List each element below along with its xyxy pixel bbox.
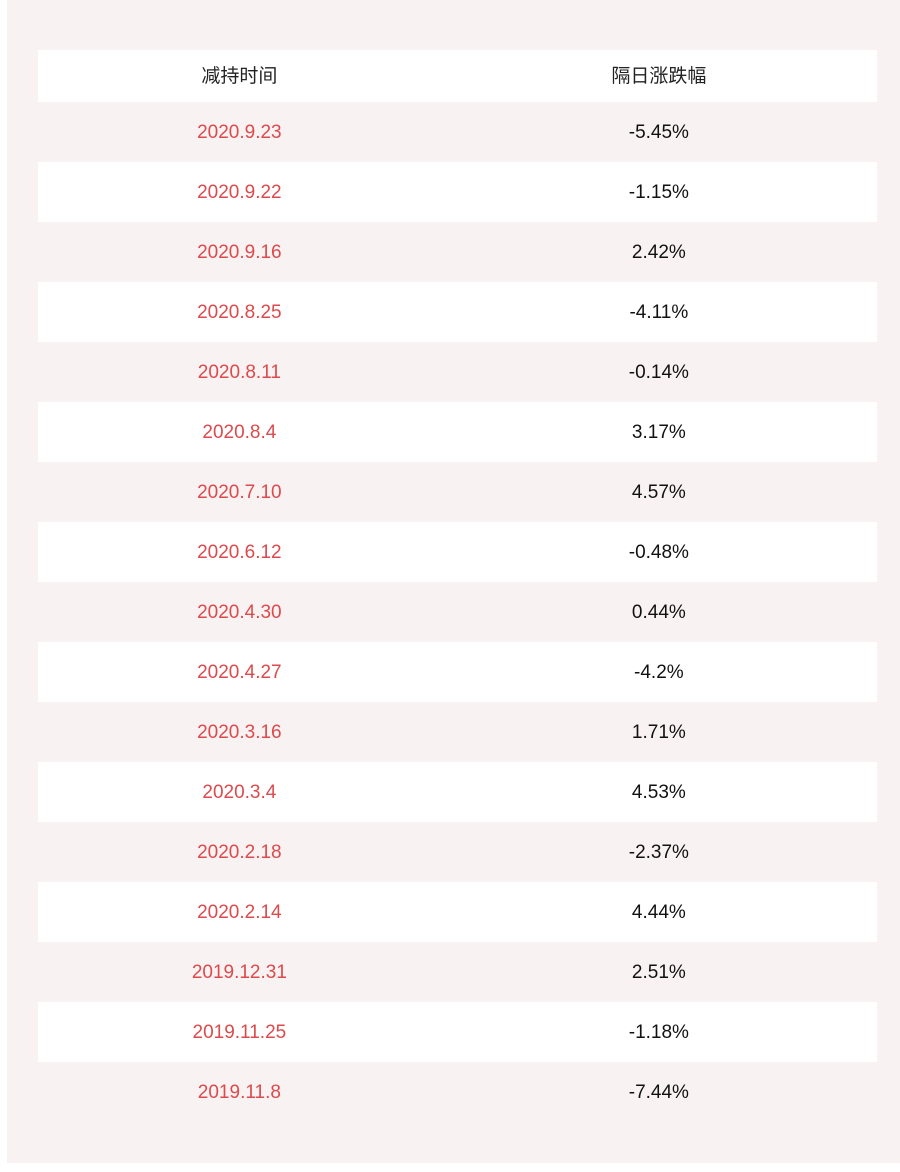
table-row: 2020.4.30 0.44% [38,582,877,642]
change-cell: -4.11% [629,301,689,323]
change-cell: -4.2% [634,661,684,683]
column-header-reduction-date: 减持时间 [201,65,278,87]
date-cell: 2019.11.25 [192,1021,287,1043]
change-cell: 1.71% [631,721,686,743]
table-row: 2020.8.25 -4.11% [38,282,877,342]
table-row: 2020.8.11 -0.14% [38,342,877,402]
change-cell: -1.18% [628,1021,689,1043]
change-cell: 3.17% [631,421,686,443]
table-row: 2020.6.12 -0.48% [38,522,877,582]
date-cell: 2020.8.4 [202,421,277,443]
table-row: 2020.2.18 -2.37% [38,822,877,882]
table-body: 2020.9.23 -5.45% 2020.9.22 -1.15% 2020.9… [38,102,877,1122]
date-cell: 2020.9.16 [197,241,282,263]
change-cell: -0.48% [628,541,689,563]
table-row: 2020.9.23 -5.45% [38,102,877,162]
date-cell: 2020.3.4 [202,781,277,803]
table-row: 2020.3.16 1.71% [38,702,877,762]
table-row: 2020.7.10 4.57% [38,462,877,522]
date-cell: 2020.7.10 [197,481,282,503]
change-cell: 0.44% [631,601,686,623]
table-row: 2020.9.16 2.42% [38,222,877,282]
table-row: 2020.4.27 -4.2% [38,642,877,702]
date-cell: 2020.2.14 [197,901,282,923]
date-cell: 2020.9.22 [197,181,282,203]
date-cell: 2020.4.27 [197,661,282,683]
change-cell: 2.51% [631,961,686,983]
date-cell: 2020.8.25 [197,301,282,323]
date-cell: 2020.8.11 [197,361,281,383]
date-cell: 2019.11.8 [197,1081,281,1103]
date-cell: 2019.12.31 [191,961,287,983]
reduction-history-table: 减持时间 隔日涨跌幅 2020.9.23 -5.45% 2020.9.22 -1… [38,50,877,1122]
change-cell: 4.57% [631,481,686,503]
change-cell: -7.44% [628,1081,689,1103]
column-header-next-day-change: 隔日涨跌幅 [611,65,707,87]
date-cell: 2020.3.16 [197,721,282,743]
change-cell: 2.42% [631,241,686,263]
change-cell: -1.15% [628,181,689,203]
table-row: 2019.12.31 2.51% [38,942,877,1002]
date-cell: 2020.9.23 [197,121,282,143]
date-cell: 2020.2.18 [197,841,282,863]
change-cell: -5.45% [628,121,689,143]
table-row: 2020.8.4 3.17% [38,402,877,462]
table-row: 2019.11.8 -7.44% [38,1062,877,1122]
change-cell: 4.44% [631,901,686,923]
change-cell: -2.37% [628,841,689,863]
change-cell: 4.53% [631,781,686,803]
date-cell: 2020.4.30 [197,601,282,623]
table-row: 2020.3.4 4.53% [38,762,877,822]
date-cell: 2020.6.12 [197,541,282,563]
change-cell: -0.14% [628,361,689,383]
table-header-row: 减持时间 隔日涨跌幅 [38,50,877,102]
table-row: 2020.2.14 4.44% [38,882,877,942]
table-row: 2020.9.22 -1.15% [38,162,877,222]
table-row: 2019.11.25 -1.18% [38,1002,877,1062]
